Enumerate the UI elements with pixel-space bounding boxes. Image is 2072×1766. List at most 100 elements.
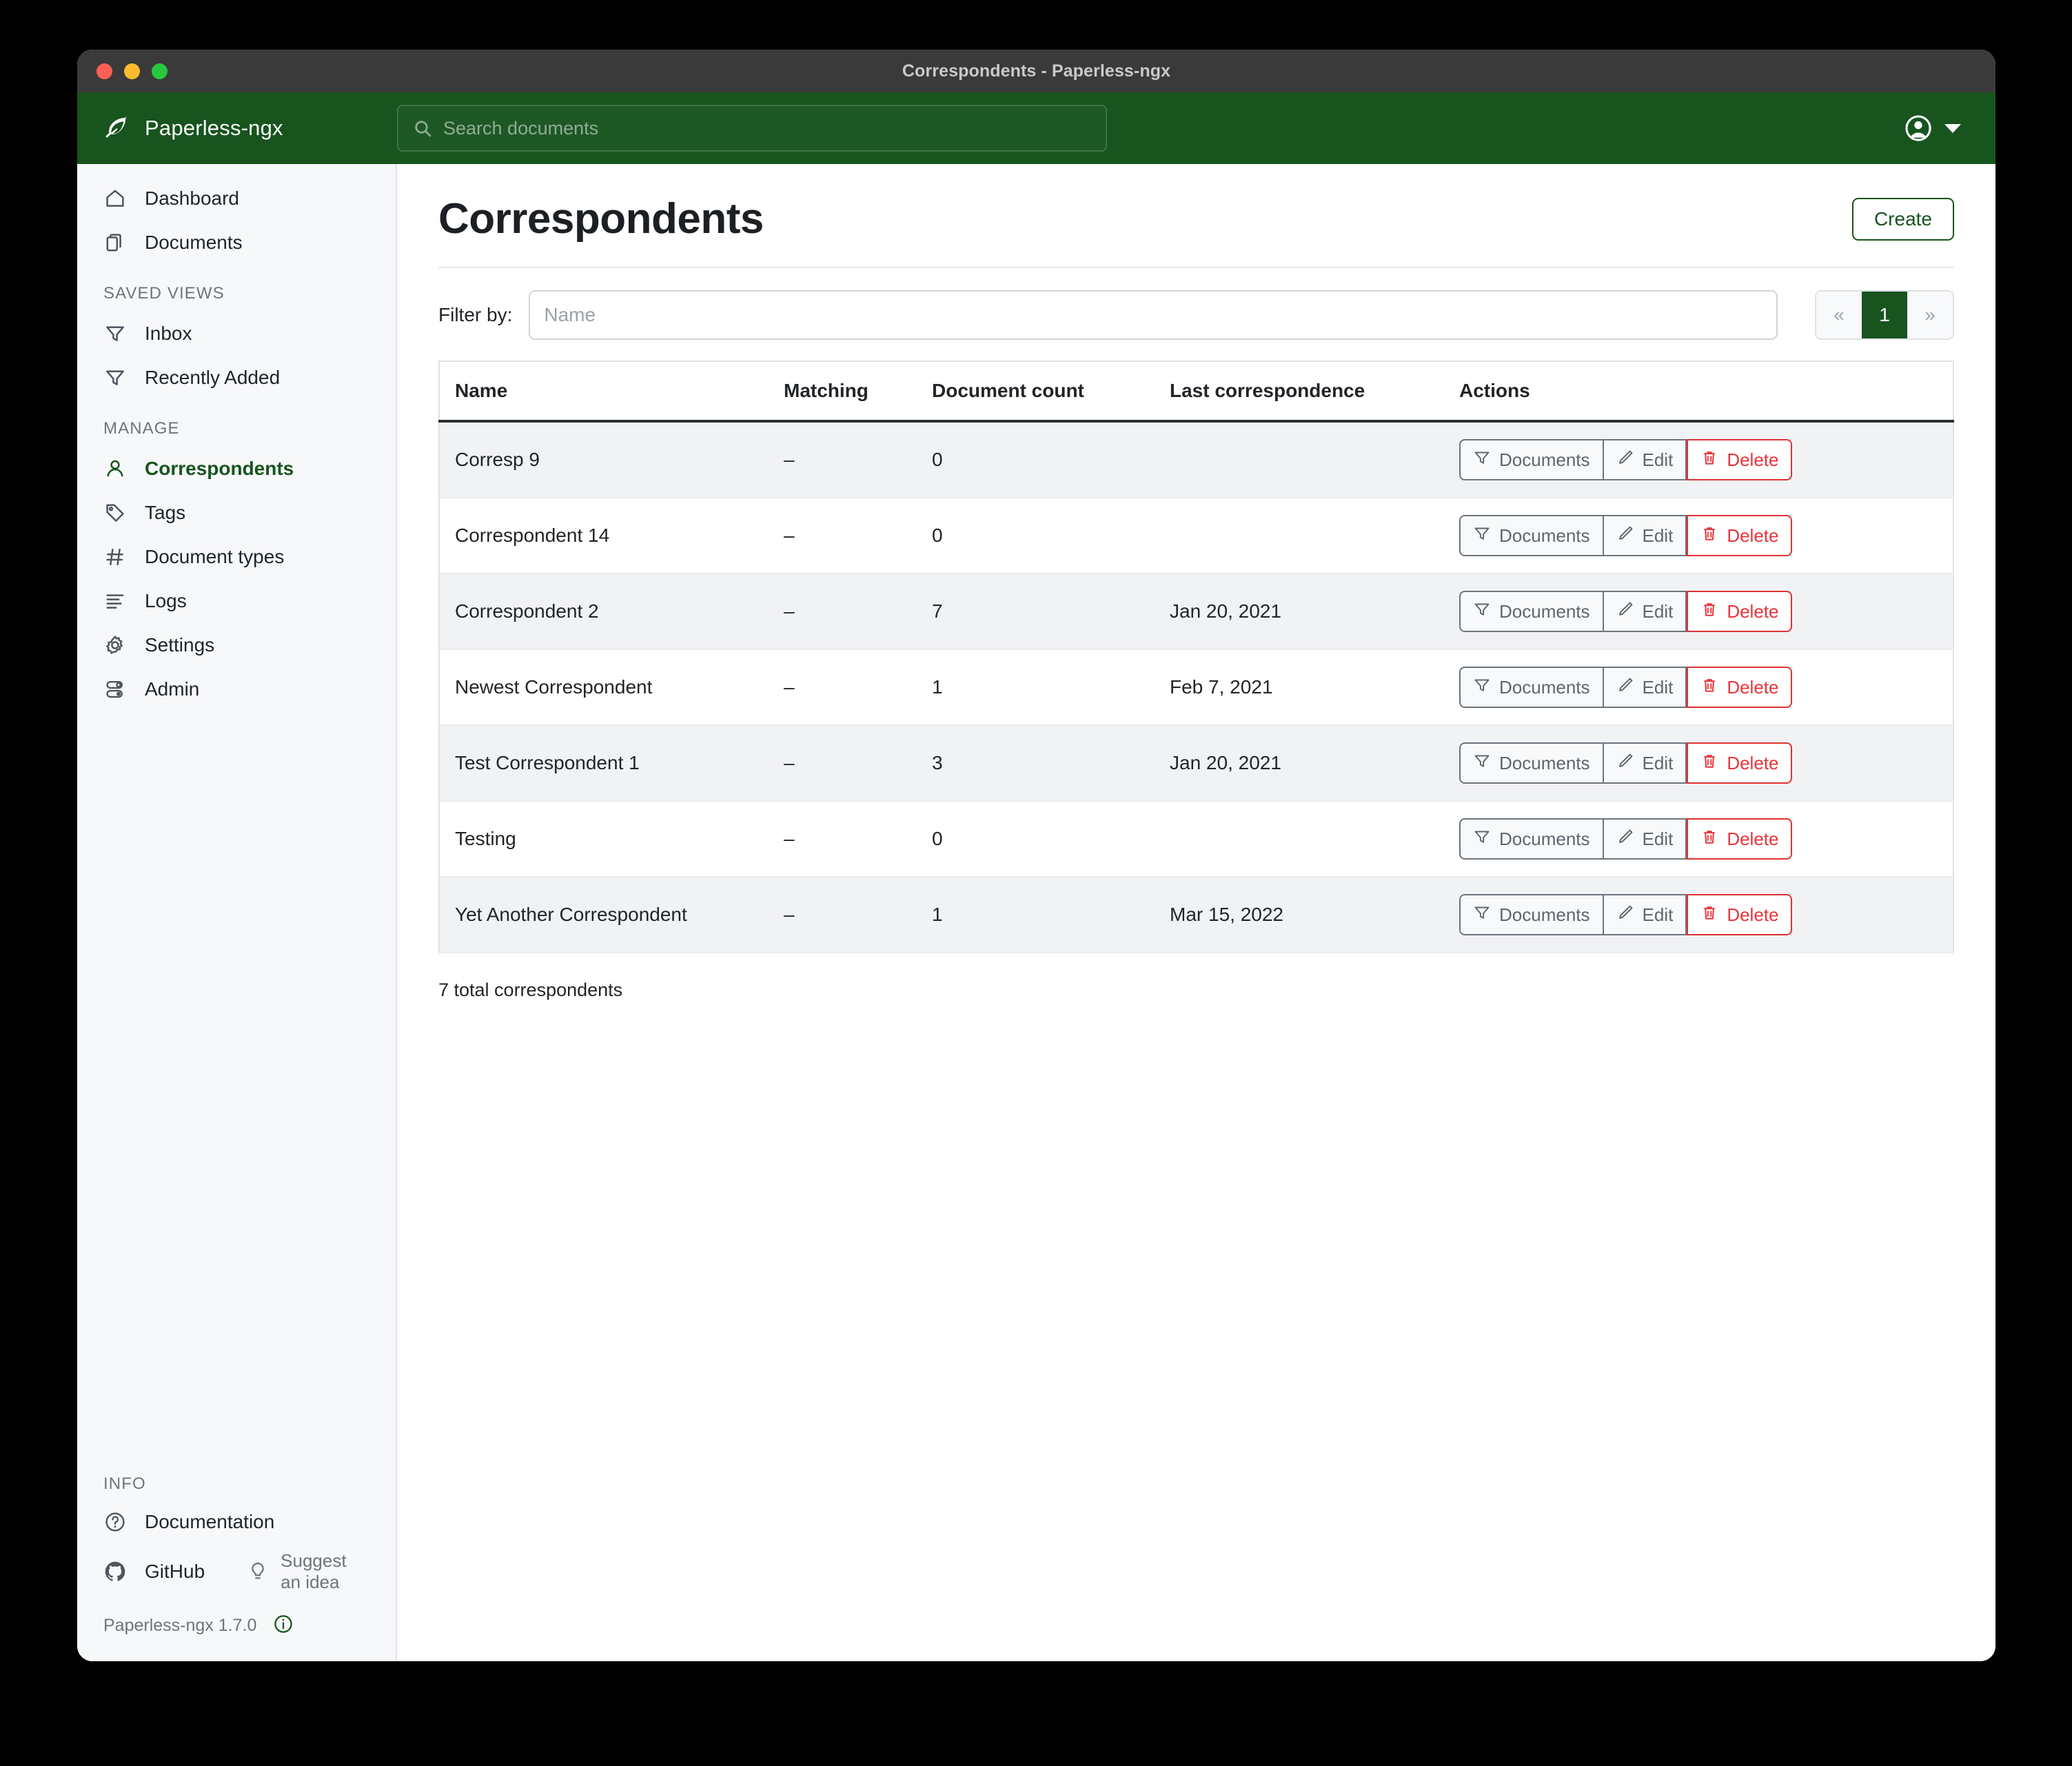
tag-icon (103, 501, 127, 525)
delete-button[interactable]: Delete (1687, 439, 1793, 480)
window-title-text: Correspondents - Paperless-ngx (902, 61, 1171, 81)
funnel-icon (1473, 525, 1491, 547)
sidebar-item-suggest-an-idea[interactable]: Suggest an idea (246, 1550, 369, 1593)
sidebar-item-admin[interactable]: Admin (77, 667, 396, 711)
cell-matching: – (784, 877, 932, 953)
sidebar-item-recently-added[interactable]: Recently Added (77, 356, 396, 400)
column-header-document-count[interactable]: Document count (932, 361, 1170, 423)
cell-name: Newest Correspondent (439, 649, 784, 726)
main-content: Correspondents Create Filter by: « 1 » N… (397, 164, 1995, 1661)
documents-button[interactable]: Documents (1459, 818, 1604, 860)
cell-actions: Documents Edit Delete (1459, 877, 1953, 953)
traffic-lights (97, 63, 167, 79)
delete-button[interactable]: Delete (1687, 667, 1793, 708)
user-menu-button[interactable] (1903, 113, 1961, 143)
app-body: Dashboard Documents SAVED VIEWS (77, 164, 1995, 1661)
cell-last-correspondence (1170, 421, 1459, 498)
delete-button[interactable]: Delete (1687, 818, 1793, 860)
edit-button[interactable]: Edit (1603, 818, 1687, 860)
documents-button[interactable]: Documents (1459, 667, 1604, 708)
edit-button[interactable]: Edit (1603, 515, 1687, 556)
row-action-group: Documents Edit Delete (1459, 742, 1793, 784)
edit-button-label: Edit (1642, 676, 1674, 698)
cell-name: Corresp 9 (439, 421, 784, 498)
pencil-icon (1616, 828, 1634, 851)
funnel-icon (1473, 828, 1491, 851)
delete-button[interactable]: Delete (1687, 591, 1793, 632)
cell-name: Correspondent 14 (439, 498, 784, 574)
page-header: Correspondents Create (438, 164, 1954, 268)
table-head: Name Matching Document count Last corres… (439, 361, 1953, 423)
pagination-prev-button[interactable]: « (1816, 292, 1862, 338)
edit-button[interactable]: Edit (1603, 667, 1687, 708)
documents-button-label: Documents (1499, 752, 1590, 773)
sidebar-item-label: Settings (145, 634, 215, 656)
app-version-row: Paperless-ngx 1.7.0 (77, 1601, 396, 1638)
brand-link[interactable]: Paperless-ngx (77, 114, 397, 143)
delete-button[interactable]: Delete (1687, 515, 1793, 556)
cell-matching: – (784, 725, 932, 802)
sidebar-item-documents[interactable]: Documents (77, 221, 396, 265)
cell-name: Correspondent 2 (439, 574, 784, 650)
column-header-matching[interactable]: Matching (784, 361, 932, 423)
column-header-name[interactable]: Name (439, 361, 784, 423)
cell-name: Yet Another Correspondent (439, 877, 784, 953)
edit-button[interactable]: Edit (1603, 742, 1687, 784)
pencil-icon (1616, 525, 1634, 547)
minimize-window-button[interactable] (124, 63, 140, 79)
documents-button[interactable]: Documents (1459, 742, 1604, 784)
edit-button[interactable]: Edit (1603, 591, 1687, 632)
pagination-page-1[interactable]: 1 (1862, 292, 1907, 338)
delete-button-label: Delete (1727, 676, 1779, 698)
chevron-down-icon (1944, 123, 1961, 133)
delete-button[interactable]: Delete (1687, 742, 1793, 784)
documents-button[interactable]: Documents (1459, 591, 1604, 632)
delete-button[interactable]: Delete (1687, 894, 1793, 935)
delete-button-label: Delete (1727, 600, 1779, 622)
pagination-next-button[interactable]: » (1907, 292, 1953, 338)
sidebar-item-inbox[interactable]: Inbox (77, 312, 396, 356)
info-circle-icon[interactable] (273, 1614, 294, 1638)
table-row: Yet Another Correspondent – 1 Mar 15, 20… (439, 877, 1953, 953)
maximize-window-button[interactable] (152, 63, 167, 79)
cell-name: Test Correspondent 1 (439, 725, 784, 802)
sidebar-item-correspondents[interactable]: Correspondents (77, 447, 396, 491)
edit-button[interactable]: Edit (1603, 439, 1687, 480)
trash-icon (1700, 828, 1718, 851)
sidebar-info-links-row: GitHub Suggest an idea (77, 1542, 396, 1601)
documents-button[interactable]: Documents (1459, 894, 1604, 935)
sidebar-item-logs[interactable]: Logs (77, 579, 396, 623)
total-count-label: 7 total correspondents (438, 980, 623, 1000)
row-action-group: Documents Edit Delete (1459, 818, 1793, 860)
sidebar-item-tags[interactable]: Tags (77, 491, 396, 535)
documents-button-label: Documents (1499, 904, 1590, 925)
column-header-actions: Actions (1459, 361, 1953, 423)
table-body: Corresp 9 – 0 Documents Edit Delete (439, 421, 1953, 953)
sidebar-item-settings[interactable]: Settings (77, 623, 396, 667)
search-input[interactable]: Search documents (397, 105, 1107, 152)
column-header-last-correspondence[interactable]: Last correspondence (1170, 361, 1459, 423)
cell-actions: Documents Edit Delete (1459, 498, 1953, 574)
documents-button[interactable]: Documents (1459, 439, 1604, 480)
row-action-group: Documents Edit Delete (1459, 667, 1793, 708)
sidebar-item-label[interactable]: GitHub (145, 1561, 205, 1582)
sidebar-item-documentation[interactable]: Documentation (77, 1502, 396, 1542)
create-button[interactable]: Create (1851, 197, 1954, 241)
funnel-icon (1473, 600, 1491, 623)
edit-button[interactable]: Edit (1603, 894, 1687, 935)
filter-name-input[interactable] (529, 290, 1778, 340)
cell-matching: – (784, 574, 932, 650)
documents-button[interactable]: Documents (1459, 515, 1604, 556)
question-circle-icon (103, 1510, 127, 1534)
sidebar-item-dashboard[interactable]: Dashboard (77, 176, 396, 221)
cell-actions: Documents Edit Delete (1459, 725, 1953, 802)
edit-button-label: Edit (1642, 828, 1674, 849)
delete-button-label: Delete (1727, 752, 1779, 773)
cell-actions: Documents Edit Delete (1459, 421, 1953, 498)
close-window-button[interactable] (97, 63, 112, 79)
table-row: Corresp 9 – 0 Documents Edit Delete (439, 421, 1953, 498)
sidebar-item-label: Logs (145, 590, 187, 611)
sidebar-item-document-types[interactable]: Document types (77, 535, 396, 579)
sidebar-item-label: Dashboard (145, 187, 239, 209)
table-row: Testing – 0 Documents Edit Delete (439, 801, 1953, 877)
